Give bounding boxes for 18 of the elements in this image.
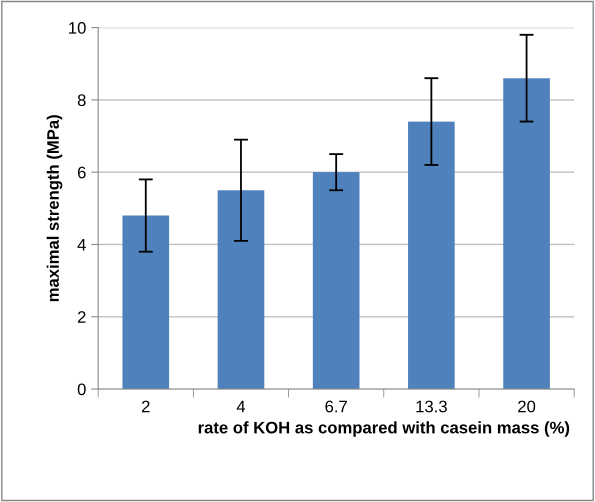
y-tick-label: 0 <box>78 383 86 396</box>
x-axis-title: rate of KOH as compared with casein mass (%) <box>198 421 570 437</box>
x-tick-label: 4 <box>236 400 246 412</box>
bar <box>218 190 264 390</box>
bar <box>408 122 455 390</box>
x-tick-label: 20 <box>518 400 536 412</box>
x-tick-label: 13.3 <box>416 400 447 412</box>
bar <box>312 172 360 390</box>
y-tick-label: 6 <box>78 166 86 178</box>
bar <box>122 216 170 390</box>
bar <box>503 78 550 390</box>
x-tick-label: 6.7 <box>325 400 347 412</box>
y-tick-label: 10 <box>69 22 86 34</box>
x-tick-label: 2 <box>142 400 150 412</box>
y-tick-label: 2 <box>78 311 86 323</box>
y-tick-label: 8 <box>78 94 86 106</box>
y-tick-label: 4 <box>77 239 86 251</box>
y-axis-title: maximal strength (MPa) <box>46 115 62 302</box>
